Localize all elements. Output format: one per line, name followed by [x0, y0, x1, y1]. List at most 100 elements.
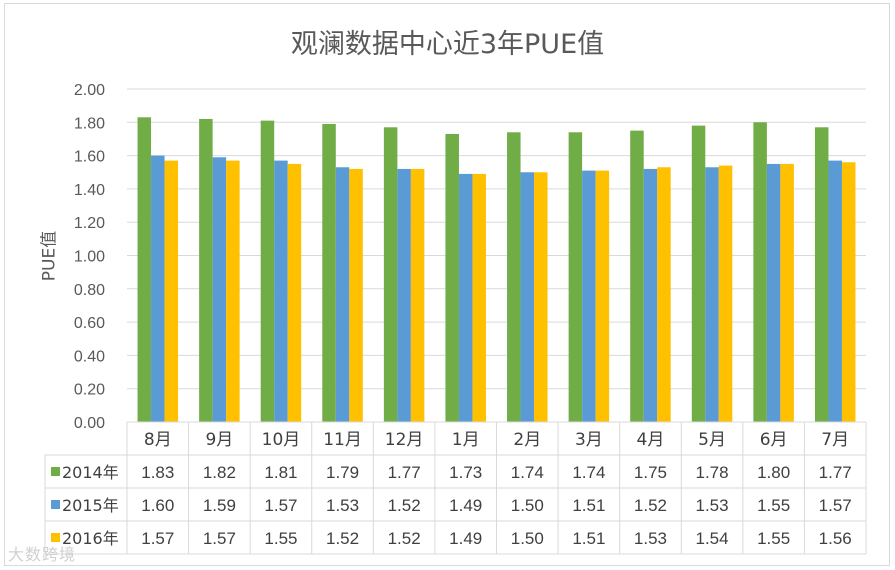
data-label: 1.74 — [511, 463, 544, 482]
data-label: 1.53 — [695, 496, 728, 515]
bar-2014年-3月 — [568, 132, 583, 423]
bar-2014年-5月 — [691, 125, 706, 422]
legend-label: 2016年 — [62, 529, 119, 548]
y-tick-label: 1.80 — [74, 115, 105, 132]
bar-2016年-2月 — [534, 172, 548, 422]
data-label: 1.50 — [511, 496, 544, 515]
data-label: 1.52 — [388, 496, 421, 515]
x-category-label: 1月 — [452, 430, 480, 450]
bar-2014年-10月 — [260, 120, 275, 422]
bar-2014年-8月 — [137, 117, 152, 423]
data-label: 1.55 — [264, 529, 297, 548]
bar-2016年-5月 — [718, 165, 733, 422]
y-tick-label: 1.20 — [74, 215, 105, 232]
data-label: 1.80 — [757, 463, 790, 482]
data-label: 1.54 — [695, 529, 728, 548]
data-label: 1.49 — [449, 496, 482, 515]
bar-2014年-2月 — [507, 132, 521, 423]
y-tick-label: 1.60 — [74, 149, 105, 166]
bar-2015年-10月 — [274, 160, 288, 422]
data-label: 1.59 — [203, 496, 236, 515]
x-category-label: 12月 — [385, 430, 424, 450]
y-tick-label: 0.40 — [74, 348, 105, 365]
bar-2016年-10月 — [287, 163, 302, 423]
bar-2014年-11月 — [322, 123, 336, 422]
data-label: 1.79 — [326, 463, 359, 482]
bar-2015年-12月 — [397, 168, 411, 422]
bar-2014年-7月 — [814, 127, 829, 423]
x-category-label: 2月 — [513, 430, 541, 450]
bar-2015年-11月 — [335, 167, 350, 422]
data-label: 1.81 — [264, 463, 297, 482]
legend-key-2016年 — [51, 533, 60, 542]
data-label: 1.83 — [141, 463, 174, 482]
y-tick-label: 0.20 — [74, 382, 105, 399]
data-label: 1.77 — [388, 463, 421, 482]
data-label: 1.77 — [819, 463, 852, 482]
x-category-label: 9月 — [205, 430, 233, 450]
bar-2015年-5月 — [705, 167, 719, 422]
legend-label: 2015年 — [62, 496, 119, 515]
legend-key-2015年 — [51, 500, 60, 509]
x-category-label: 11月 — [323, 430, 362, 450]
y-tick-label: 2.00 — [74, 82, 105, 99]
bar-2015年-3月 — [582, 170, 596, 422]
bar-2015年-1月 — [458, 173, 473, 422]
data-label: 1.75 — [634, 463, 667, 482]
data-label: 1.55 — [757, 496, 790, 515]
data-label: 1.52 — [634, 496, 667, 515]
data-label: 1.57 — [203, 529, 236, 548]
bar-2016年-12月 — [410, 168, 425, 422]
data-label: 1.51 — [572, 496, 605, 515]
data-label: 1.60 — [141, 496, 174, 515]
data-label: 1.49 — [449, 529, 482, 548]
legend-key-2014年 — [51, 467, 60, 476]
bar-2015年-8月 — [151, 155, 165, 422]
watermark-logo: 大数跨境 — [8, 545, 77, 564]
data-label: 1.51 — [572, 529, 605, 548]
bar-2016年-6月 — [780, 163, 794, 423]
data-label: 1.53 — [634, 529, 667, 548]
bar-2016年-3月 — [595, 170, 610, 422]
x-category-label: 4月 — [637, 430, 665, 450]
data-label: 1.57 — [819, 496, 852, 515]
bar-2015年-7月 — [828, 160, 842, 422]
bar-2016年-7月 — [841, 162, 856, 422]
bar-2016年-11月 — [349, 168, 363, 422]
bar-2016年-9月 — [226, 160, 240, 422]
data-label: 1.82 — [203, 463, 236, 482]
y-tick-label: 0.60 — [74, 315, 105, 332]
bar-2016年-4月 — [657, 167, 671, 422]
bar-2014年-6月 — [753, 122, 767, 423]
data-label: 1.50 — [511, 529, 544, 548]
bar-2015年-6月 — [766, 163, 781, 423]
bar-2016年-8月 — [164, 160, 179, 422]
bar-2014年-9月 — [199, 118, 213, 422]
chart-title: 观澜数据中心近3年PUE值 — [290, 29, 605, 60]
bar-2014年-1月 — [445, 133, 459, 422]
bar-2015年-2月 — [520, 172, 535, 422]
data-label: 1.52 — [388, 529, 421, 548]
x-category-label: 3月 — [575, 430, 603, 450]
bar-2015年-9月 — [212, 157, 227, 422]
x-category-label: 8月 — [144, 430, 172, 450]
x-category-label: 10月 — [262, 430, 301, 450]
data-label: 1.78 — [695, 463, 728, 482]
y-tick-label: 1.40 — [74, 182, 105, 199]
data-label: 1.57 — [264, 496, 297, 515]
data-label: 1.74 — [572, 463, 605, 482]
x-category-label: 7月 — [821, 430, 849, 450]
bar-2014年-12月 — [383, 127, 398, 423]
bar-2015年-4月 — [643, 168, 658, 422]
data-label: 1.56 — [819, 529, 852, 548]
data-label: 1.52 — [326, 529, 359, 548]
y-tick-label: 0.80 — [74, 282, 105, 299]
legend-label: 2014年 — [62, 463, 119, 482]
data-label: 1.57 — [141, 529, 174, 548]
bar-2014年-4月 — [630, 130, 644, 422]
data-label: 1.73 — [449, 463, 482, 482]
bar-2016年-1月 — [472, 173, 486, 422]
y-tick-label: 1.00 — [74, 249, 105, 266]
data-label: 1.53 — [326, 496, 359, 515]
